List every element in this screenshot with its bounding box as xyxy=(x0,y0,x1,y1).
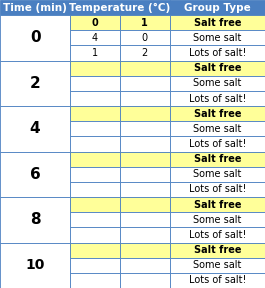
Text: Salt free: Salt free xyxy=(193,18,241,28)
Bar xyxy=(170,273,265,288)
Bar xyxy=(120,121,170,137)
Text: 4: 4 xyxy=(92,33,98,43)
Bar xyxy=(70,76,120,91)
Text: 0: 0 xyxy=(142,33,148,43)
Bar xyxy=(120,46,170,61)
Text: Salt free: Salt free xyxy=(193,109,241,119)
Bar xyxy=(70,91,120,106)
Bar xyxy=(0,151,70,197)
Text: Salt free: Salt free xyxy=(193,63,241,73)
Bar xyxy=(70,151,120,167)
Bar xyxy=(170,46,265,61)
Bar xyxy=(0,197,70,242)
Bar xyxy=(70,227,120,242)
Bar xyxy=(70,137,120,151)
Bar xyxy=(120,182,170,197)
Bar xyxy=(70,273,120,288)
Text: 2: 2 xyxy=(30,76,41,91)
Text: Some salt: Some salt xyxy=(193,169,241,179)
Bar xyxy=(120,242,170,258)
Bar xyxy=(170,197,265,212)
Text: Group Type: Group Type xyxy=(184,3,251,13)
Text: 8: 8 xyxy=(30,212,41,227)
Bar xyxy=(170,227,265,242)
Bar xyxy=(170,0,265,15)
Bar xyxy=(120,227,170,242)
Text: Some salt: Some salt xyxy=(193,260,241,270)
Bar xyxy=(170,106,265,121)
Bar xyxy=(120,106,170,121)
Bar xyxy=(170,121,265,137)
Text: 4: 4 xyxy=(30,121,41,136)
Text: Lots of salt!: Lots of salt! xyxy=(189,275,246,285)
Text: Lots of salt!: Lots of salt! xyxy=(189,139,246,149)
Bar xyxy=(70,30,120,46)
Bar xyxy=(120,151,170,167)
Text: 0: 0 xyxy=(92,18,98,28)
Text: Lots of salt!: Lots of salt! xyxy=(189,230,246,240)
Text: Temperature (°C): Temperature (°C) xyxy=(69,3,171,13)
Bar xyxy=(170,30,265,46)
Text: Salt free: Salt free xyxy=(193,200,241,210)
Bar xyxy=(70,182,120,197)
Bar xyxy=(70,0,170,15)
Bar xyxy=(70,121,120,137)
Bar xyxy=(0,106,70,151)
Text: Salt free: Salt free xyxy=(193,154,241,164)
Bar xyxy=(120,167,170,182)
Bar xyxy=(170,167,265,182)
Bar xyxy=(70,197,120,212)
Text: Some salt: Some salt xyxy=(193,33,241,43)
Bar xyxy=(120,91,170,106)
Text: Some salt: Some salt xyxy=(193,78,241,88)
Text: 10: 10 xyxy=(25,258,45,272)
Bar xyxy=(0,15,70,61)
Bar xyxy=(170,15,265,30)
Bar xyxy=(170,212,265,227)
Text: Some salt: Some salt xyxy=(193,124,241,134)
Bar xyxy=(0,0,70,15)
Bar xyxy=(120,15,170,30)
Bar xyxy=(120,273,170,288)
Text: Salt free: Salt free xyxy=(193,245,241,255)
Bar xyxy=(70,258,120,273)
Text: Time (min): Time (min) xyxy=(3,3,67,13)
Bar xyxy=(170,76,265,91)
Text: 1: 1 xyxy=(92,48,98,58)
Bar xyxy=(170,182,265,197)
Bar xyxy=(0,61,70,106)
Text: 6: 6 xyxy=(30,167,41,182)
Text: 2: 2 xyxy=(142,48,148,58)
Bar xyxy=(70,106,120,121)
Text: Lots of salt!: Lots of salt! xyxy=(189,94,246,103)
Bar xyxy=(170,242,265,258)
Bar xyxy=(70,61,120,76)
Bar xyxy=(70,212,120,227)
Bar xyxy=(170,61,265,76)
Text: 1: 1 xyxy=(142,18,148,28)
Text: Some salt: Some salt xyxy=(193,215,241,225)
Bar xyxy=(170,137,265,151)
Bar xyxy=(120,76,170,91)
Bar xyxy=(170,91,265,106)
Text: Lots of salt!: Lots of salt! xyxy=(189,185,246,194)
Bar xyxy=(70,242,120,258)
Text: Lots of salt!: Lots of salt! xyxy=(189,48,246,58)
Bar xyxy=(170,258,265,273)
Bar xyxy=(70,15,120,30)
Bar xyxy=(70,46,120,61)
Text: 0: 0 xyxy=(30,31,41,46)
Bar xyxy=(120,61,170,76)
Bar xyxy=(0,242,70,288)
Bar xyxy=(120,30,170,46)
Bar xyxy=(170,151,265,167)
Bar xyxy=(120,258,170,273)
Bar xyxy=(120,197,170,212)
Bar xyxy=(120,137,170,151)
Bar xyxy=(70,167,120,182)
Bar xyxy=(120,212,170,227)
